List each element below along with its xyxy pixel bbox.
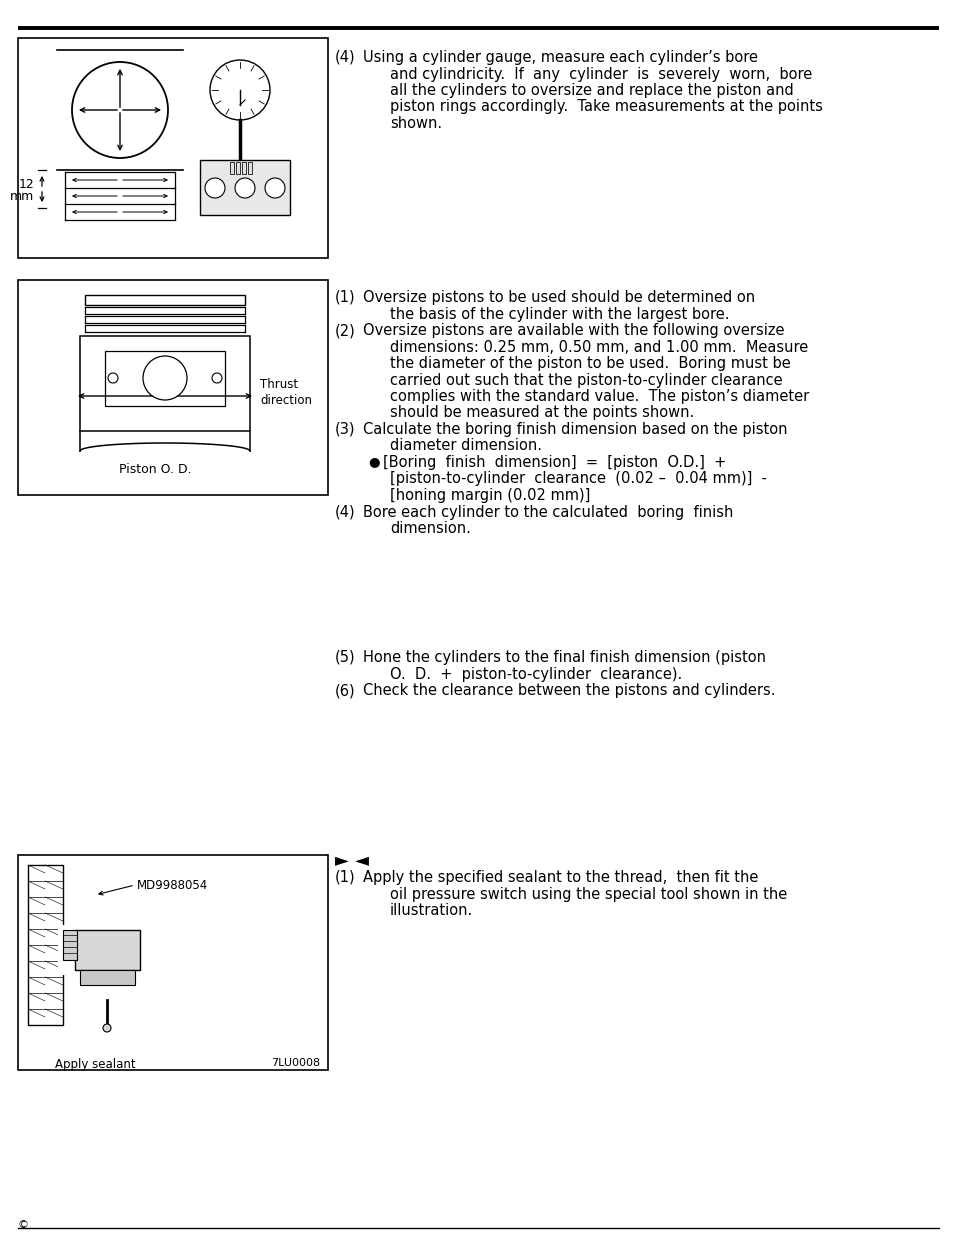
Text: MD9988054: MD9988054: [137, 879, 208, 892]
Text: [Boring  finish  dimension]  =  [piston  O.D.]  +: [Boring finish dimension] = [piston O.D.…: [382, 454, 725, 471]
Text: diameter dimension.: diameter dimension.: [390, 438, 541, 453]
Text: (1): (1): [335, 290, 355, 305]
Circle shape: [108, 373, 118, 383]
Text: Apply sealant: Apply sealant: [55, 1058, 135, 1071]
Text: and cylindricity.  If  any  cylinder  is  severely  worn,  bore: and cylindricity. If any cylinder is sev…: [390, 67, 811, 82]
Text: (1): (1): [335, 869, 355, 885]
Bar: [85, 295, 245, 305]
Circle shape: [234, 178, 254, 198]
Text: all the cylinders to oversize and replace the piston and: all the cylinders to oversize and replac…: [390, 83, 793, 98]
Text: (5): (5): [335, 650, 355, 664]
Text: ●: ●: [368, 454, 379, 468]
Text: Apply the specified sealant to the thread,  then fit the: Apply the specified sealant to the threa…: [363, 869, 758, 885]
Text: dimension.: dimension.: [390, 521, 471, 536]
Text: mm: mm: [10, 190, 34, 204]
Bar: [105, 351, 225, 406]
Text: carried out such that the piston-to-cylinder clearance: carried out such that the piston-to-cyli…: [390, 373, 781, 388]
Circle shape: [265, 178, 285, 198]
Circle shape: [205, 178, 225, 198]
Bar: [18, 855, 328, 1070]
Bar: [18, 38, 328, 258]
Text: (3): (3): [335, 422, 355, 437]
Circle shape: [71, 62, 168, 158]
Text: ©: ©: [18, 1220, 29, 1230]
Bar: [18, 280, 328, 495]
Bar: [248, 162, 252, 174]
Text: complies with the standard value.  The piston’s diameter: complies with the standard value. The pi…: [390, 389, 808, 404]
Text: (4): (4): [335, 49, 355, 65]
Text: Using a cylinder gauge, measure each cylinder’s bore: Using a cylinder gauge, measure each cyl…: [363, 49, 758, 65]
Text: the diameter of the piston to be used.  Boring must be: the diameter of the piston to be used. B…: [390, 356, 790, 370]
Text: should be measured at the points shown.: should be measured at the points shown.: [390, 405, 694, 420]
Text: [honing margin (0.02 mm)]: [honing margin (0.02 mm)]: [390, 488, 590, 503]
Text: Oversize pistons to be used should be determined on: Oversize pistons to be used should be de…: [363, 290, 755, 305]
Text: (6): (6): [335, 683, 355, 698]
Text: Calculate the boring finish dimension based on the piston: Calculate the boring finish dimension ba…: [363, 422, 786, 437]
Text: O.  D.  +  piston-to-cylinder  clearance).: O. D. + piston-to-cylinder clearance).: [390, 667, 681, 682]
Bar: [200, 161, 290, 215]
Text: oil pressure switch using the special tool shown in the: oil pressure switch using the special to…: [390, 887, 786, 902]
Text: Thrust
direction: Thrust direction: [260, 378, 312, 406]
Text: Bore each cylinder to the calculated  boring  finish: Bore each cylinder to the calculated bor…: [363, 505, 733, 520]
Circle shape: [210, 61, 270, 120]
Bar: [28, 864, 63, 1025]
Text: 12: 12: [18, 178, 34, 190]
Text: Hone the cylinders to the final finish dimension (piston: Hone the cylinders to the final finish d…: [363, 650, 765, 664]
Bar: [63, 930, 77, 960]
Bar: [235, 162, 240, 174]
Text: Check the clearance between the pistons and cylinders.: Check the clearance between the pistons …: [363, 683, 775, 698]
Text: (2): (2): [335, 324, 355, 338]
Text: ► ◄: ► ◄: [335, 852, 369, 869]
Bar: [75, 930, 140, 969]
Circle shape: [143, 356, 187, 400]
Text: Oversize pistons are available with the following oversize: Oversize pistons are available with the …: [363, 324, 783, 338]
Text: (4): (4): [335, 505, 355, 520]
Bar: [58, 925, 78, 974]
Bar: [80, 969, 135, 986]
Text: the basis of the cylinder with the largest bore.: the basis of the cylinder with the large…: [390, 306, 729, 321]
Bar: [242, 162, 246, 174]
Bar: [80, 336, 250, 431]
Bar: [230, 162, 233, 174]
Text: shown.: shown.: [390, 116, 441, 131]
Circle shape: [212, 373, 222, 383]
Text: [piston-to-cylinder  clearance  (0.02 –  0.04 mm)]  -: [piston-to-cylinder clearance (0.02 – 0.…: [390, 472, 766, 487]
Text: piston rings accordingly.  Take measurements at the points: piston rings accordingly. Take measureme…: [390, 100, 822, 115]
Text: dimensions: 0.25 mm, 0.50 mm, and 1.00 mm.  Measure: dimensions: 0.25 mm, 0.50 mm, and 1.00 m…: [390, 340, 807, 354]
Text: illustration.: illustration.: [390, 903, 473, 918]
Bar: [228, 170, 252, 195]
Text: Piston O. D.: Piston O. D.: [118, 463, 192, 475]
Circle shape: [103, 1024, 111, 1032]
Text: 7LU0008: 7LU0008: [271, 1058, 319, 1068]
